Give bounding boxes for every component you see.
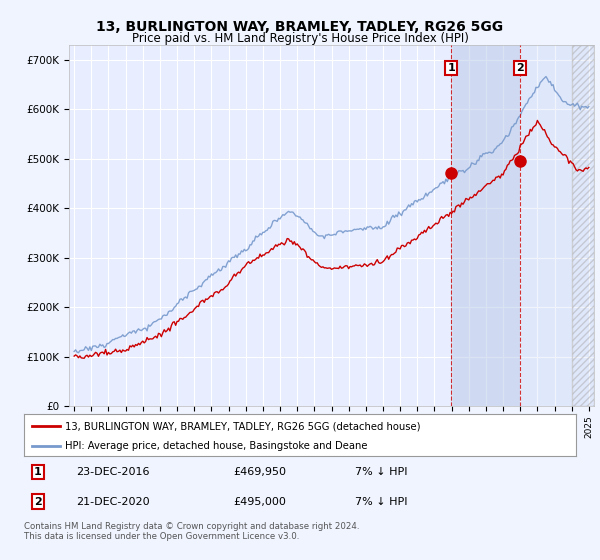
Text: £495,000: £495,000 bbox=[234, 497, 287, 507]
Bar bbox=[572, 45, 594, 406]
Text: 23-DEC-2016: 23-DEC-2016 bbox=[76, 467, 150, 477]
Text: Price paid vs. HM Land Registry's House Price Index (HPI): Price paid vs. HM Land Registry's House … bbox=[131, 32, 469, 45]
Text: 13, BURLINGTON WAY, BRAMLEY, TADLEY, RG26 5GG: 13, BURLINGTON WAY, BRAMLEY, TADLEY, RG2… bbox=[97, 20, 503, 34]
Text: £469,950: £469,950 bbox=[234, 467, 287, 477]
Text: 2: 2 bbox=[34, 497, 41, 507]
Text: 7% ↓ HPI: 7% ↓ HPI bbox=[355, 467, 408, 477]
Bar bbox=[451, 45, 520, 406]
Text: 21-DEC-2020: 21-DEC-2020 bbox=[76, 497, 150, 507]
Text: 13, BURLINGTON WAY, BRAMLEY, TADLEY, RG26 5GG (detached house): 13, BURLINGTON WAY, BRAMLEY, TADLEY, RG2… bbox=[65, 421, 421, 431]
Text: 1: 1 bbox=[447, 63, 455, 73]
Text: 2: 2 bbox=[516, 63, 524, 73]
Text: Contains HM Land Registry data © Crown copyright and database right 2024.
This d: Contains HM Land Registry data © Crown c… bbox=[24, 522, 359, 542]
Text: 7% ↓ HPI: 7% ↓ HPI bbox=[355, 497, 408, 507]
Text: HPI: Average price, detached house, Basingstoke and Deane: HPI: Average price, detached house, Basi… bbox=[65, 441, 368, 451]
Bar bbox=[451, 45, 594, 406]
Text: 1: 1 bbox=[34, 467, 41, 477]
